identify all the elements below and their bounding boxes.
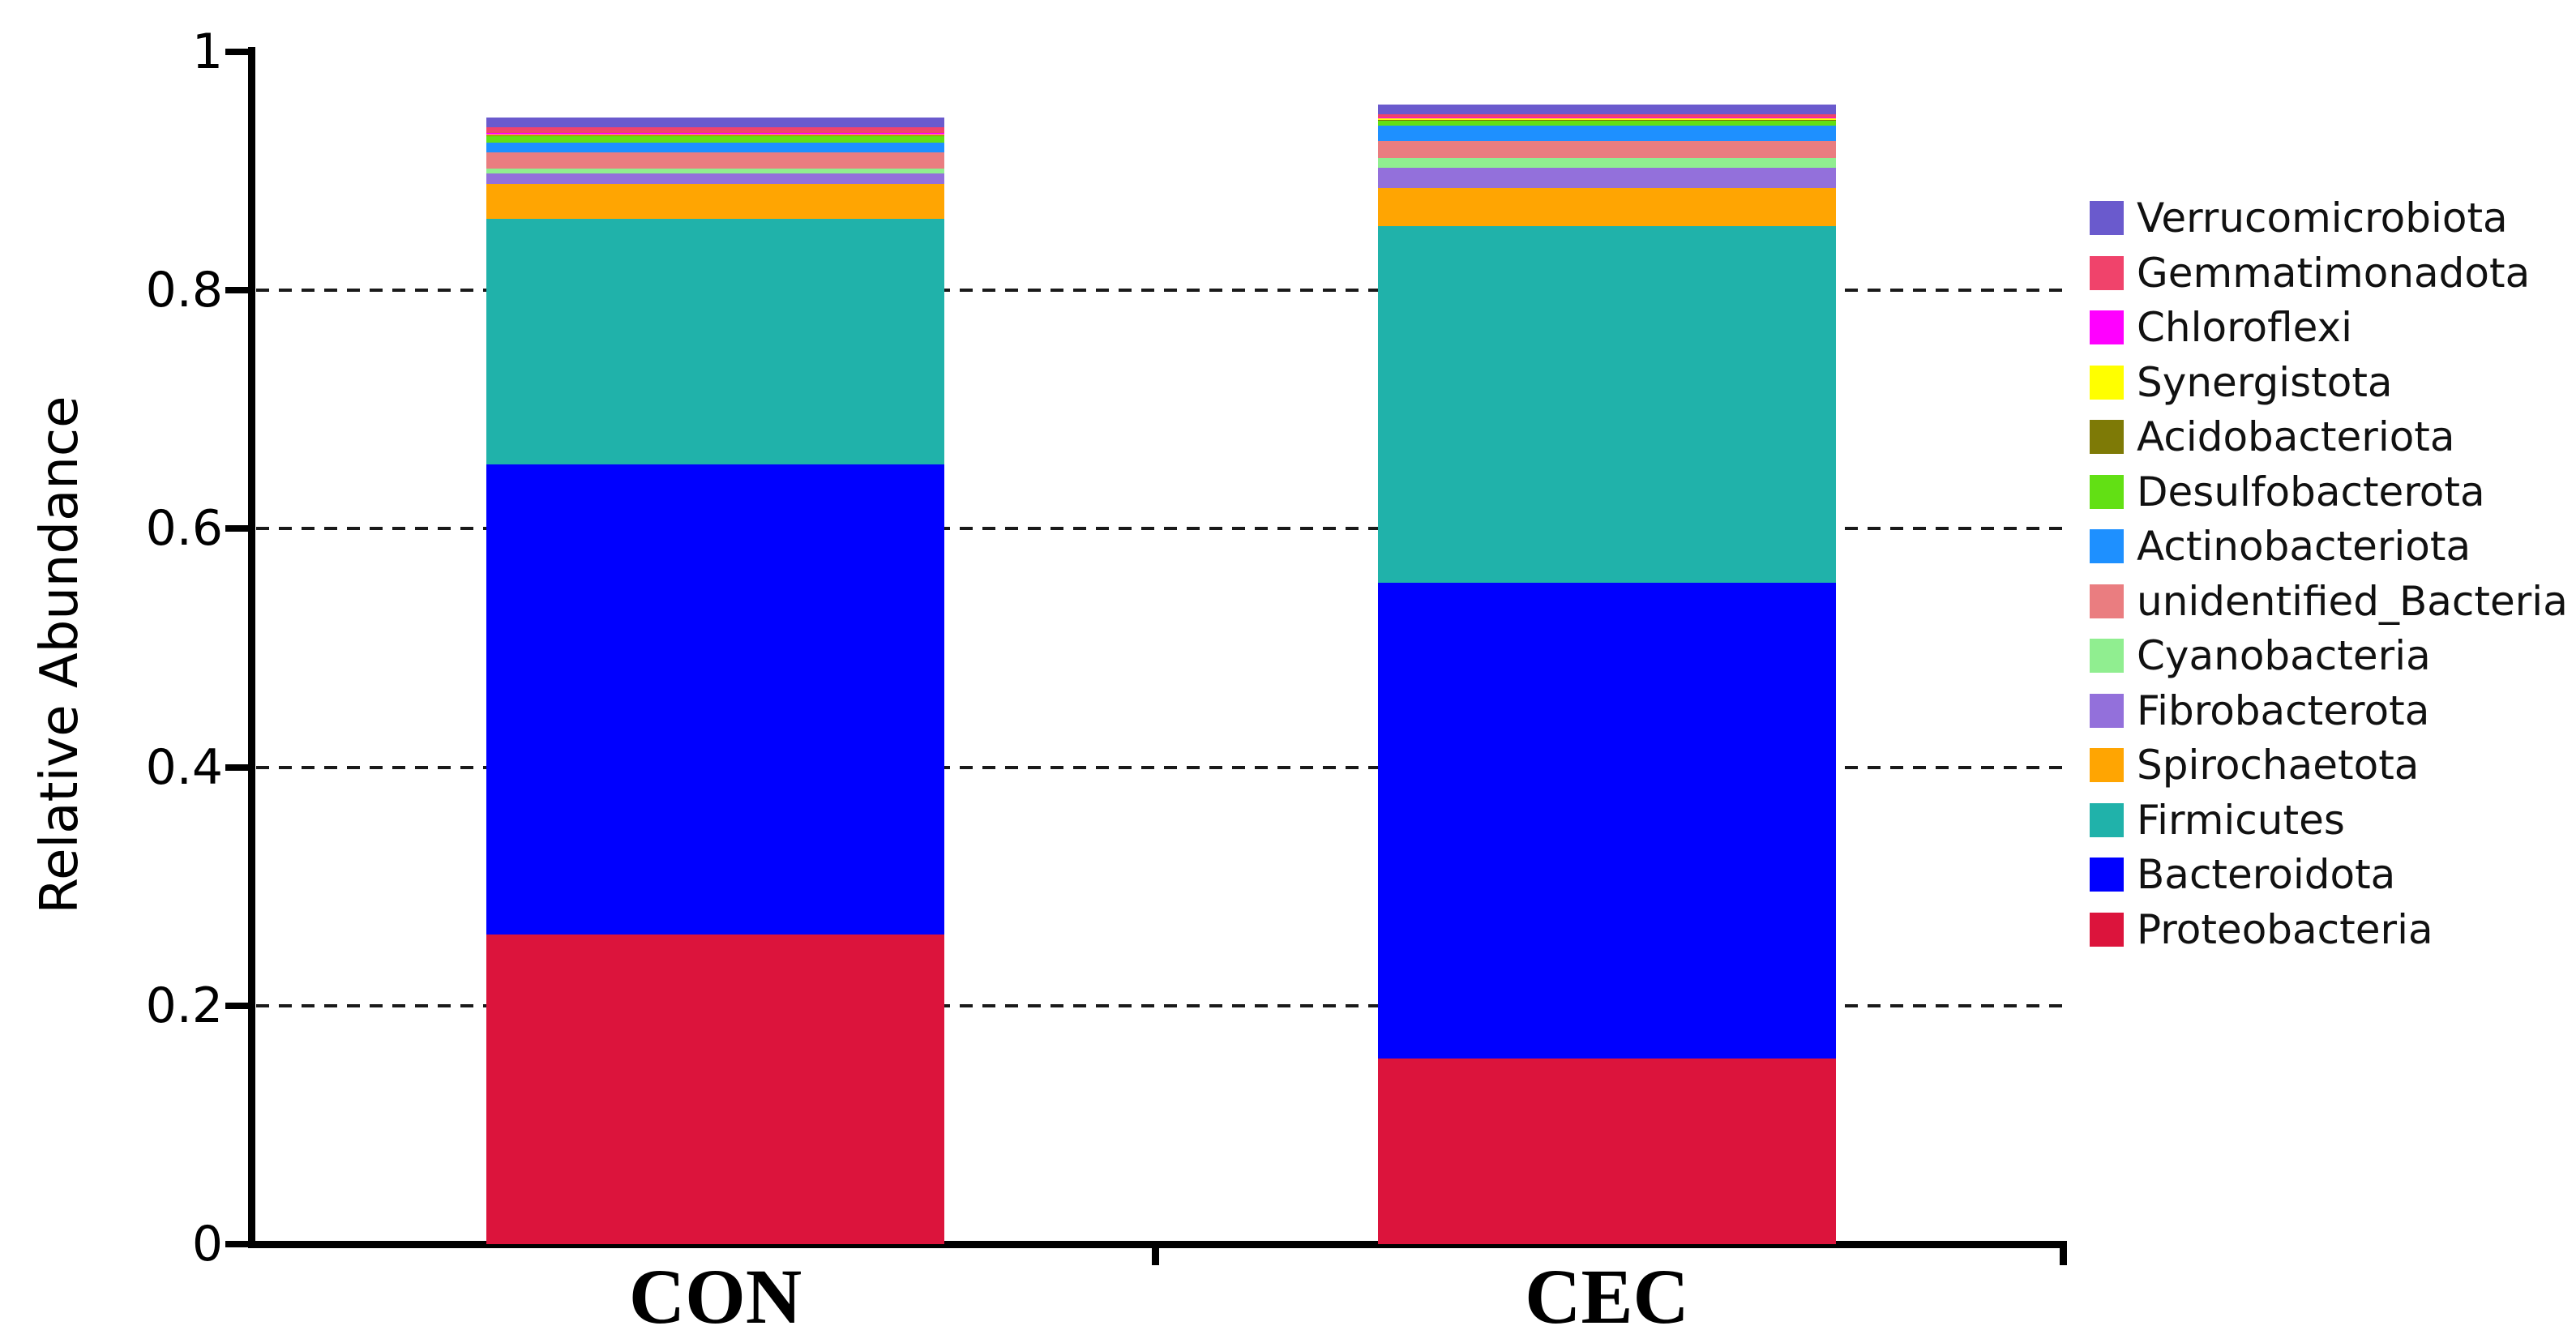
segment-CON-Bacteroidota xyxy=(486,464,944,935)
segment-CON-Verrucomicrobiota xyxy=(486,117,944,127)
legend-swatch-Fibrobacterota xyxy=(2090,693,2124,728)
segment-CON-Desulfobacterota xyxy=(486,136,944,143)
segment-CON-Cyanobacteria xyxy=(486,169,944,174)
gridline-0.8 xyxy=(256,289,2065,293)
x-axis-end-tick xyxy=(2060,1241,2067,1265)
gridline-0.6 xyxy=(256,527,2065,531)
legend-swatch-Cyanobacteria xyxy=(2090,639,2124,673)
legend-label-Acidobacteriota: Acidobacteriota xyxy=(2137,413,2455,460)
legend-label-Chloroflexi: Chloroflexi xyxy=(2137,304,2352,351)
bar-CEC xyxy=(1378,0,1836,1244)
segment-CON-Actinobacteriota xyxy=(486,142,944,152)
segment-CEC-Acidobacteriota xyxy=(1378,119,1836,122)
y-tick-label-0.8: 0.8 xyxy=(145,262,223,319)
y-tick-label-0.2: 0.2 xyxy=(145,977,223,1034)
segment-CON-unidentified_Bacteria xyxy=(486,152,944,169)
segment-CEC-Gemmatimonadota xyxy=(1378,113,1836,118)
gridline-0.4 xyxy=(256,765,2065,769)
y-tick-label-0.4: 0.4 xyxy=(145,738,223,796)
bar-CON xyxy=(486,0,944,1244)
legend-item-Desulfobacterota: Desulfobacterota xyxy=(2090,471,2485,513)
segment-CEC-Spirochaetota xyxy=(1378,187,1836,226)
y-tick-label-0: 0 xyxy=(191,1216,223,1272)
segment-CEC-unidentified_Bacteria xyxy=(1378,141,1836,158)
legend-item-unidentified_Bacteria: unidentified_Bacteria xyxy=(2090,580,2568,622)
legend-swatch-Proteobacteria xyxy=(2090,912,2124,947)
segment-CON-Proteobacteria xyxy=(486,934,944,1244)
segment-CEC-Actinobacteriota xyxy=(1378,126,1836,142)
segment-CON-Firmicutes xyxy=(486,218,944,464)
legend-label-Fibrobacterota: Fibrobacterota xyxy=(2137,686,2430,734)
legend-item-Cyanobacteria: Cyanobacteria xyxy=(2090,635,2431,677)
y-tick-0.8 xyxy=(225,287,248,294)
legend-item-Bacteroidota: Bacteroidota xyxy=(2090,853,2395,896)
segment-CEC-Fibrobacterota xyxy=(1378,167,1836,188)
segment-CON-Spirochaetota xyxy=(486,184,944,219)
segment-CEC-Bacteroidota xyxy=(1378,582,1836,1059)
legend-item-Spirochaetota: Spirochaetota xyxy=(2090,744,2419,786)
legend-label-Actinobacteriota: Actinobacteriota xyxy=(2137,523,2471,570)
y-tick-0 xyxy=(225,1241,248,1247)
gridline-0.2 xyxy=(256,1003,2065,1007)
segment-CON-Gemmatimonadota xyxy=(486,126,944,134)
legend-item-Firmicutes: Firmicutes xyxy=(2090,799,2345,841)
legend: Verrucomicrobiota Gemmatimonadota Chlorofl… xyxy=(2090,0,2576,1343)
legend-label-Desulfobacterota: Desulfobacterota xyxy=(2137,468,2485,515)
legend-label-Bacteroidota: Bacteroidota xyxy=(2137,851,2396,898)
x-category-label-CEC: CEC xyxy=(1525,1253,1689,1340)
legend-item-Fibrobacterota: Fibrobacterota xyxy=(2090,690,2429,732)
y-tick-1 xyxy=(225,49,248,55)
legend-swatch-Acidobacteriota xyxy=(2090,420,2124,454)
legend-label-Spirochaetota: Spirochaetota xyxy=(2137,742,2420,789)
legend-label-Verrucomicrobiota: Verrucomicrobiota xyxy=(2137,195,2508,242)
legend-item-Verrucomicrobiota: Verrucomicrobiota xyxy=(2090,197,2508,239)
legend-swatch-Desulfobacterota xyxy=(2090,474,2124,509)
segment-CEC-Firmicutes xyxy=(1378,225,1836,583)
y-tick-0.6 xyxy=(225,525,248,532)
legend-item-Chloroflexi: Chloroflexi xyxy=(2090,306,2352,349)
segment-CEC-Desulfobacterota xyxy=(1378,121,1836,126)
legend-swatch-Firmicutes xyxy=(2090,802,2124,837)
legend-label-Gemmatimonadota: Gemmatimonadota xyxy=(2137,249,2531,297)
y-axis-line xyxy=(248,47,255,1248)
legend-item-Acidobacteriota: Acidobacteriota xyxy=(2090,416,2455,458)
y-tick-0.4 xyxy=(225,763,248,771)
legend-swatch-Verrucomicrobiota xyxy=(2090,201,2124,235)
segment-CON-Fibrobacterota xyxy=(486,173,944,185)
legend-label-Firmicutes: Firmicutes xyxy=(2137,796,2345,844)
y-axis-title: Relative Abundance xyxy=(30,396,90,914)
y-tick-label-1: 1 xyxy=(191,24,223,80)
segment-CEC-Proteobacteria xyxy=(1378,1058,1836,1244)
y-tick-0.2 xyxy=(225,1002,248,1009)
legend-item-Synergistota: Synergistota xyxy=(2090,361,2393,404)
legend-label-unidentified_Bacteria: unidentified_Bacteria xyxy=(2137,577,2568,625)
segment-CON-Acidobacteriota xyxy=(486,135,944,137)
x-category-label-CON: CON xyxy=(628,1253,802,1340)
x-axis-category-divider-tick xyxy=(1152,1241,1159,1265)
legend-item-Proteobacteria: Proteobacteria xyxy=(2090,909,2433,951)
legend-swatch-Synergistota xyxy=(2090,365,2124,400)
legend-swatch-Spirochaetota xyxy=(2090,748,2124,782)
legend-swatch-Actinobacteriota xyxy=(2090,529,2124,563)
segment-CEC-Synergistota xyxy=(1378,118,1836,120)
segment-CEC-Cyanobacteria xyxy=(1378,157,1836,168)
legend-swatch-Gemmatimonadota xyxy=(2090,255,2124,290)
legend-swatch-Chloroflexi xyxy=(2090,310,2124,344)
legend-swatch-Bacteroidota xyxy=(2090,858,2124,892)
y-tick-label-0.6: 0.6 xyxy=(145,500,223,558)
legend-item-Actinobacteriota: Actinobacteriota xyxy=(2090,525,2471,567)
legend-label-Synergistota: Synergistota xyxy=(2137,358,2393,406)
legend-item-Gemmatimonadota: Gemmatimonadota xyxy=(2090,252,2530,294)
segment-CEC-Verrucomicrobiota xyxy=(1378,104,1836,114)
legend-label-Proteobacteria: Proteobacteria xyxy=(2137,905,2433,953)
segment-CON-Chloroflexi xyxy=(486,133,944,135)
legend-swatch-unidentified_Bacteria xyxy=(2090,584,2124,618)
legend-label-Cyanobacteria: Cyanobacteria xyxy=(2137,632,2431,679)
